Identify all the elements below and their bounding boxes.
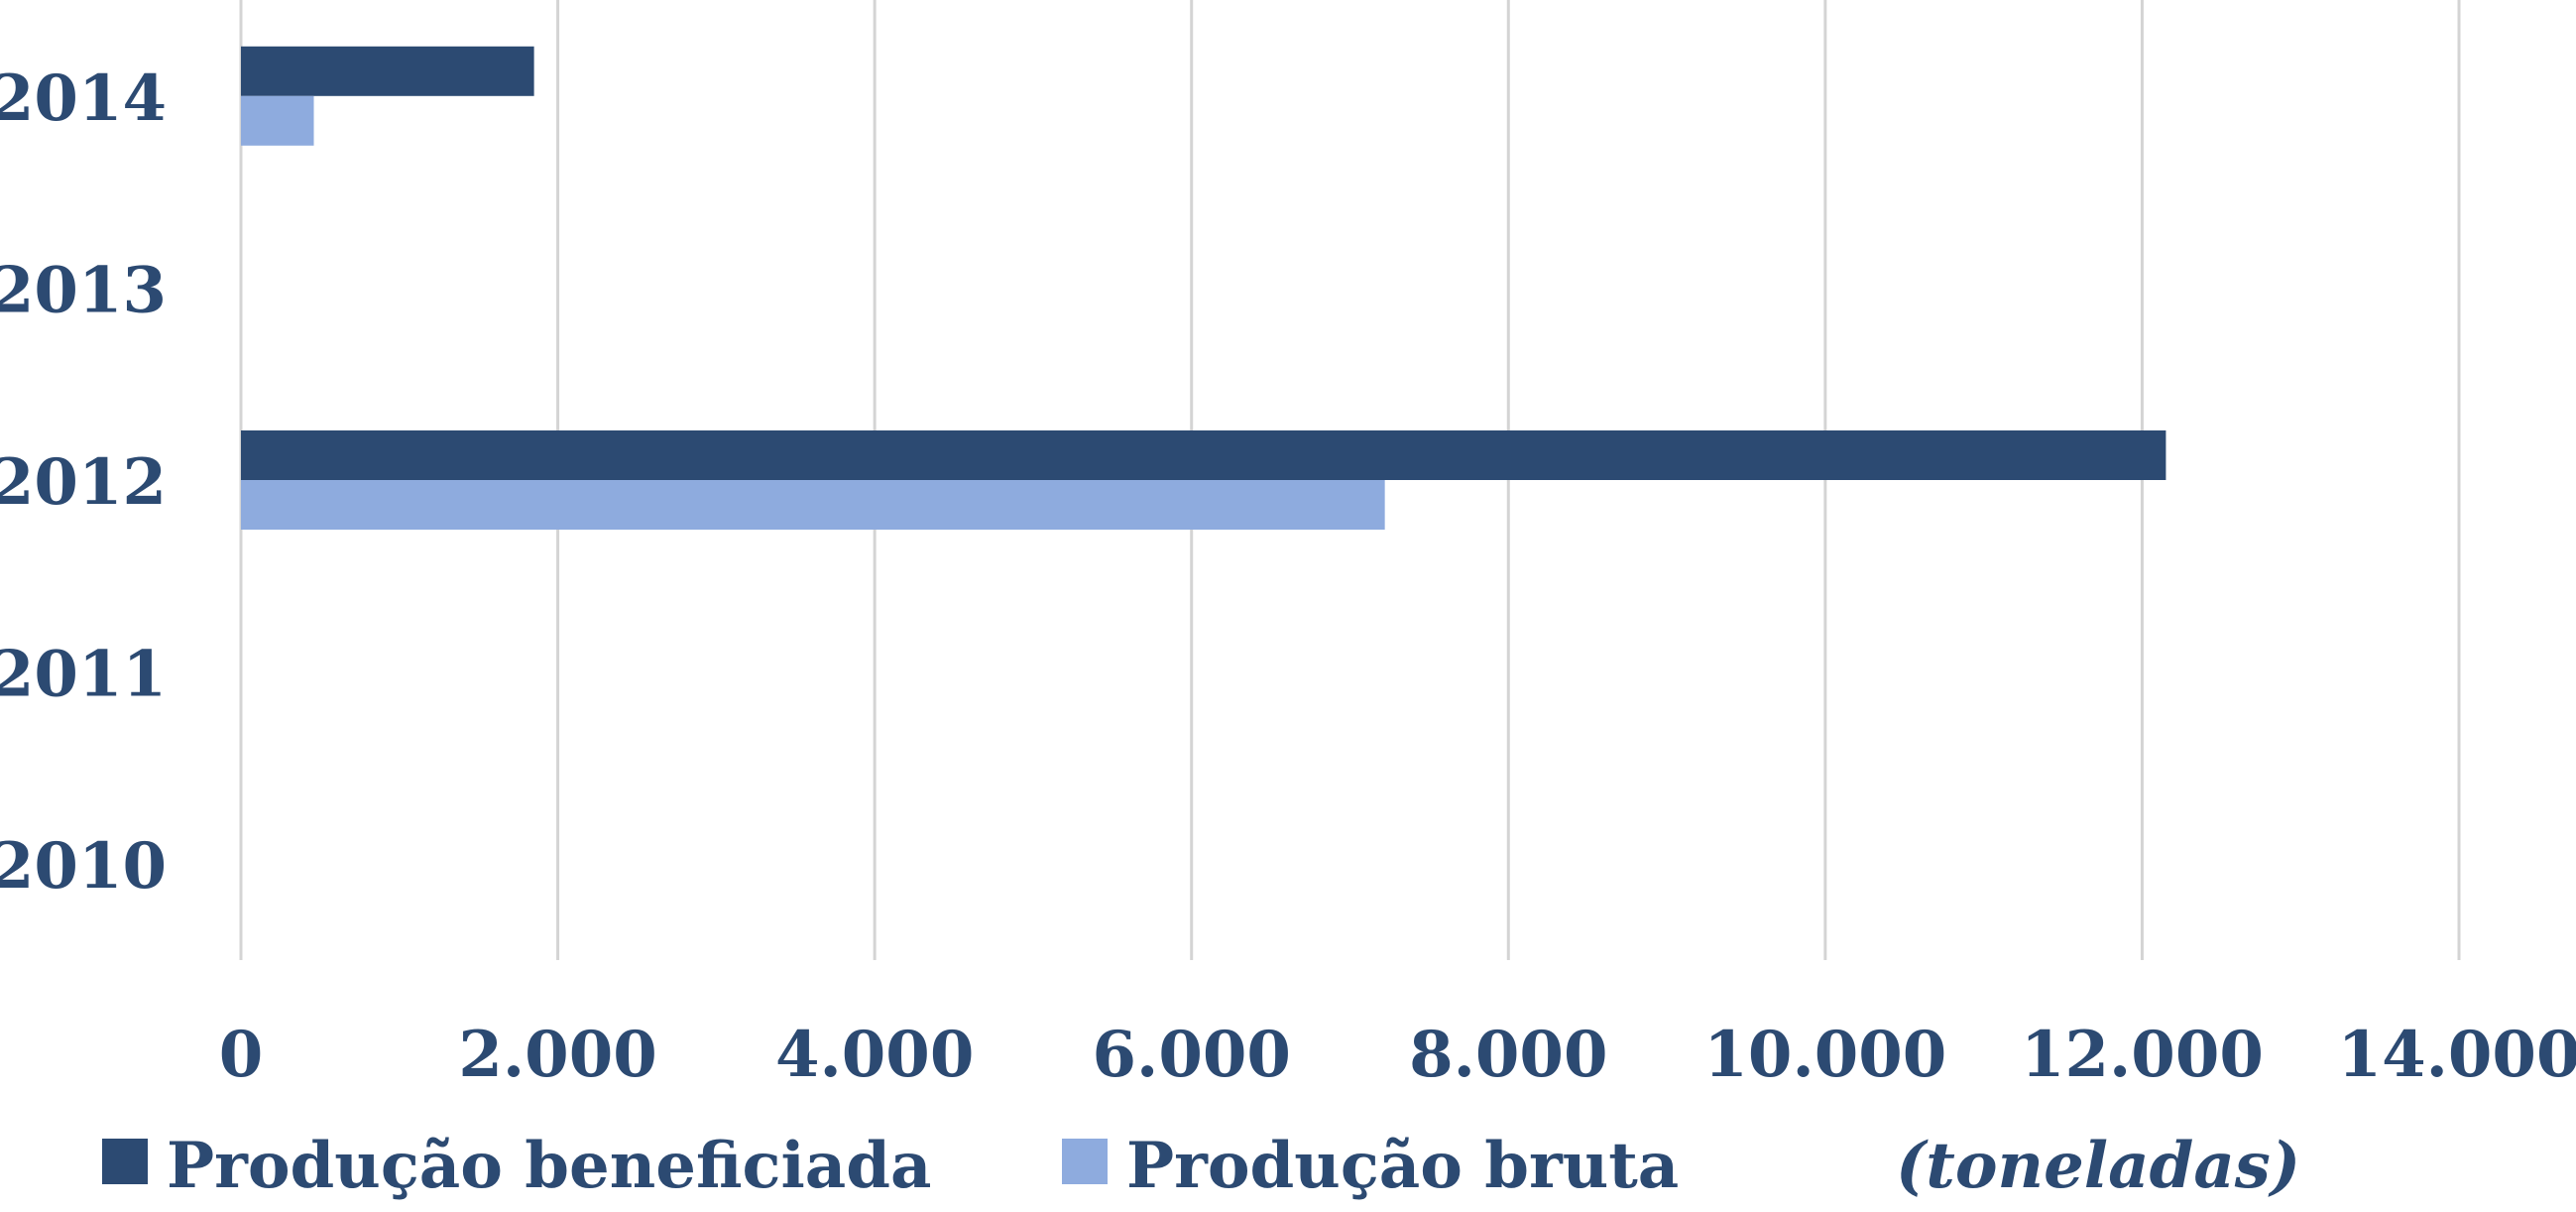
- legend-label-producao-beneficiada: Produção beneficiada: [167, 1129, 931, 1203]
- legend: Produção beneficiada Produção bruta (ton…: [102, 1129, 2300, 1203]
- bar-producao-bruta-2012: [241, 480, 1385, 530]
- y-tick-label-2012: 2012: [0, 445, 167, 520]
- y-tick-label-2013: 2013: [0, 253, 167, 327]
- x-tick-label: 6.000: [1093, 1018, 1291, 1092]
- legend-label-producao-bruta: Produção bruta: [1126, 1129, 1679, 1203]
- bar-producao-beneficiada-2012: [241, 430, 2166, 480]
- x-tick-label: 10.000: [1703, 1018, 1946, 1092]
- x-tick-label: 14.000: [2338, 1018, 2576, 1092]
- legend-swatch-producao-bruta: [1062, 1139, 1108, 1184]
- x-tick-label: 0: [219, 1018, 264, 1092]
- x-tick-label: 4.000: [775, 1018, 974, 1092]
- legend-swatch-producao-beneficiada: [102, 1139, 148, 1184]
- x-tick-label: 2.000: [458, 1018, 656, 1092]
- bar-producao-beneficiada-2014: [241, 46, 534, 96]
- y-tick-label-2014: 2014: [0, 61, 167, 136]
- x-axis-labels: 0 2.000 4.000 6.000 8.000 10.000 12.000 14.000: [219, 1018, 2576, 1092]
- bars: [241, 46, 2166, 530]
- y-tick-label-2010: 2010: [0, 829, 167, 904]
- y-axis-labels: 2010 2011 2012 2013 2014: [0, 61, 167, 904]
- x-tick-label: 12.000: [2021, 1018, 2264, 1092]
- unit-label: (toneladas): [1896, 1129, 2300, 1203]
- bar-producao-bruta-2014: [241, 95, 314, 146]
- y-tick-label-2011: 2011: [0, 638, 167, 712]
- x-tick-label: 8.000: [1409, 1018, 1607, 1092]
